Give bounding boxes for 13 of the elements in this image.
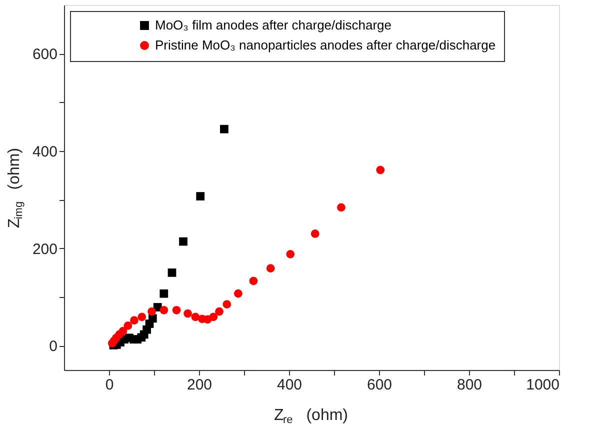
- x-tick-label: 400: [276, 376, 302, 394]
- x-tick-label: 800: [456, 376, 482, 394]
- y-tick-label: 200: [32, 240, 58, 258]
- x-tick-label: 200: [186, 376, 212, 394]
- y-tick-label: 600: [32, 46, 58, 64]
- y-tick-label: 400: [32, 144, 58, 160]
- x-tick-label: 600: [366, 376, 392, 394]
- x-tick-label: 0: [105, 376, 114, 394]
- legend-label: MoO₃ film anodes after charge/discharge: [155, 18, 392, 32]
- y-tick-label: 0: [49, 338, 58, 356]
- y-axis-title: Zimg (ohm): [6, 148, 25, 228]
- x-tick-label: 1000: [526, 376, 560, 394]
- legend-label: Pristine MoO₃ nanoparticles anodes after charge/discharge: [155, 38, 496, 52]
